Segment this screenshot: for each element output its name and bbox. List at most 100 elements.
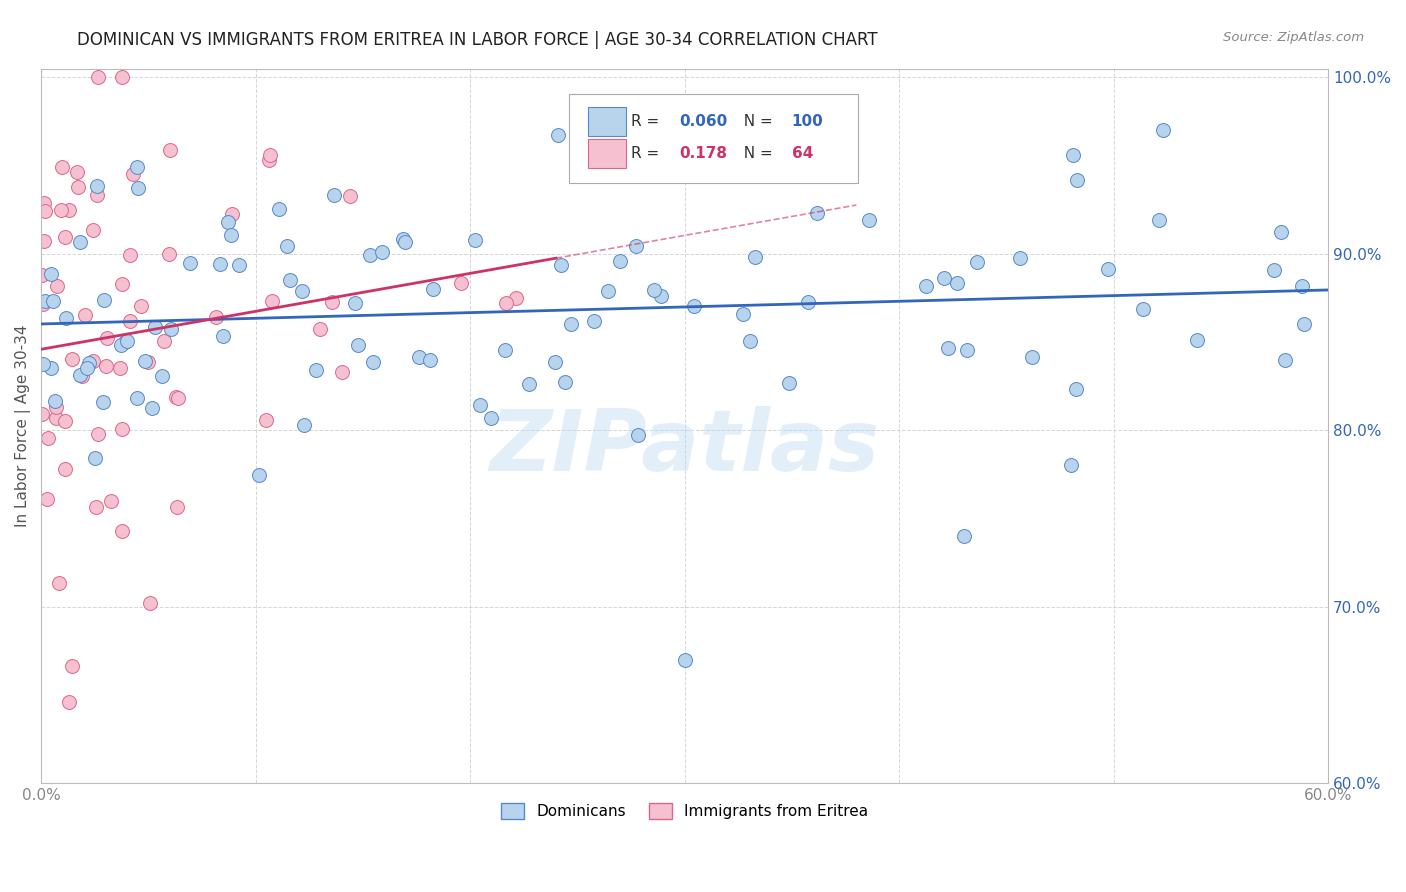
Point <box>138 596 160 610</box>
Point <box>60 351 83 366</box>
Point <box>1291 279 1313 293</box>
Point <box>609 254 631 268</box>
Point <box>278 273 301 287</box>
Point <box>76 360 98 375</box>
Point <box>77 356 100 370</box>
Point <box>91 394 114 409</box>
Point <box>37 431 59 445</box>
Point <box>69 368 91 383</box>
Point <box>797 295 820 310</box>
Point <box>111 422 134 436</box>
Point <box>153 334 176 349</box>
Point <box>150 369 173 384</box>
Point <box>114 334 136 349</box>
Point <box>115 334 138 348</box>
Point <box>596 285 619 299</box>
Point <box>1060 458 1083 473</box>
Point <box>624 239 647 253</box>
Text: N =: N = <box>734 114 778 129</box>
Point <box>550 258 572 272</box>
Point <box>108 360 131 375</box>
Text: N =: N = <box>734 146 778 161</box>
Point <box>86 178 108 193</box>
Point <box>914 279 936 293</box>
Point <box>956 343 979 357</box>
Point <box>936 341 959 355</box>
Point <box>66 165 89 179</box>
Point <box>450 276 472 290</box>
Point <box>733 307 755 321</box>
Point <box>96 331 118 345</box>
Point <box>321 295 343 310</box>
Point <box>495 296 517 310</box>
Point <box>45 400 67 414</box>
Point <box>738 334 761 349</box>
Point <box>84 500 107 515</box>
Point <box>41 361 63 376</box>
Text: 64: 64 <box>792 146 813 161</box>
Point <box>221 227 243 242</box>
Point <box>1149 212 1171 227</box>
Text: DOMINICAN VS IMMIGRANTS FROM ERITREA IN LABOR FORCE | AGE 30-34 CORRELATION CHAR: DOMINICAN VS IMMIGRANTS FROM ERITREA IN … <box>77 31 877 49</box>
Point <box>34 294 56 309</box>
Point <box>267 202 290 216</box>
Point <box>31 357 53 371</box>
Text: ZIPatlas: ZIPatlas <box>489 406 880 489</box>
Point <box>547 128 569 142</box>
Point <box>782 125 804 139</box>
Point <box>45 411 67 425</box>
FancyBboxPatch shape <box>588 107 626 136</box>
Point <box>31 407 53 421</box>
FancyBboxPatch shape <box>588 139 626 168</box>
Point <box>34 204 56 219</box>
Text: R =: R = <box>631 114 664 129</box>
Point <box>32 234 55 248</box>
Point <box>391 232 413 246</box>
Point <box>247 468 270 483</box>
Point <box>94 359 117 373</box>
Point <box>49 202 72 217</box>
Point <box>228 258 250 272</box>
Point <box>111 524 134 539</box>
Text: 0.178: 0.178 <box>679 146 728 161</box>
Point <box>31 268 53 283</box>
Point <box>419 353 441 368</box>
Point <box>110 70 132 85</box>
Point <box>118 314 141 328</box>
Point <box>110 338 132 352</box>
Point <box>470 398 492 412</box>
Point <box>42 294 65 309</box>
Point <box>1263 263 1285 277</box>
Point <box>32 195 55 210</box>
Point <box>217 215 239 229</box>
Point <box>1185 333 1208 347</box>
Point <box>208 257 231 271</box>
Point <box>394 235 416 250</box>
Point <box>371 244 394 259</box>
Point <box>650 288 672 302</box>
Point <box>505 291 527 305</box>
Point <box>70 368 93 383</box>
Point <box>143 319 166 334</box>
Point <box>165 390 187 404</box>
Point <box>179 256 201 270</box>
Point <box>778 376 800 391</box>
Text: 100: 100 <box>792 114 824 129</box>
Point <box>744 250 766 264</box>
Point <box>257 153 280 167</box>
Point <box>93 293 115 308</box>
Point <box>479 410 502 425</box>
Point <box>111 277 134 292</box>
Point <box>136 355 159 369</box>
Point <box>858 213 880 227</box>
Text: Source: ZipAtlas.com: Source: ZipAtlas.com <box>1223 31 1364 45</box>
Point <box>1132 301 1154 316</box>
Point <box>82 354 104 368</box>
Point <box>48 576 70 591</box>
Point <box>134 354 156 368</box>
Point <box>1021 350 1043 364</box>
Point <box>259 147 281 161</box>
Point <box>344 296 367 310</box>
Point <box>205 310 228 324</box>
Point <box>84 451 107 466</box>
